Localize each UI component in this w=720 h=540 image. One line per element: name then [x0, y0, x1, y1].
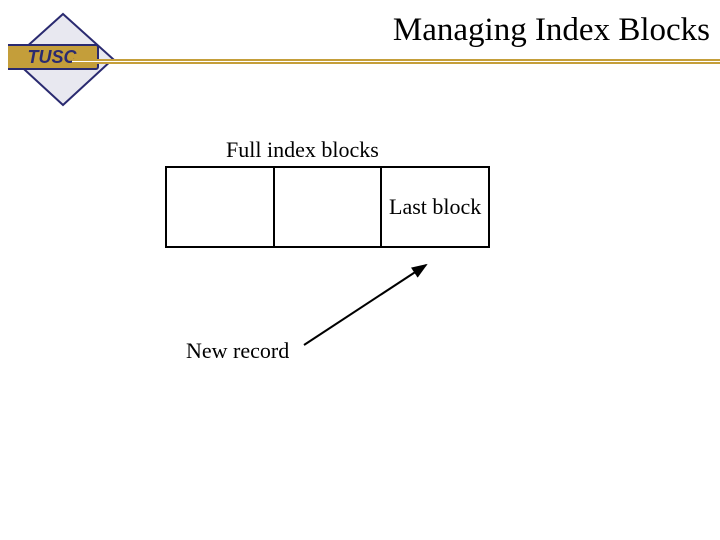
arrow-line	[304, 265, 426, 345]
new-record-arrow	[0, 0, 720, 540]
